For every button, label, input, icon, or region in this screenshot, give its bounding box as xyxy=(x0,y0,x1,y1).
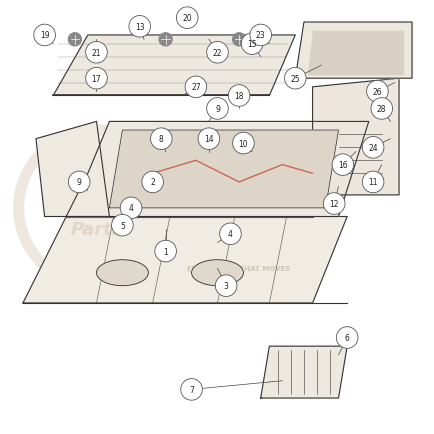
Circle shape xyxy=(141,172,163,193)
Text: 6: 6 xyxy=(344,333,349,342)
Circle shape xyxy=(112,215,133,237)
Text: 9: 9 xyxy=(76,178,82,187)
Text: 13: 13 xyxy=(135,23,144,32)
Circle shape xyxy=(232,133,253,155)
Text: 26: 26 xyxy=(372,88,381,96)
Circle shape xyxy=(206,43,228,64)
Text: 23: 23 xyxy=(255,31,265,40)
Circle shape xyxy=(215,275,237,297)
Circle shape xyxy=(362,137,383,159)
Text: 28: 28 xyxy=(376,105,385,114)
Text: 25: 25 xyxy=(290,75,299,83)
Text: 7: 7 xyxy=(189,385,194,394)
Text: 3: 3 xyxy=(223,282,228,290)
Text: 9: 9 xyxy=(214,105,220,114)
Polygon shape xyxy=(66,122,368,217)
Circle shape xyxy=(68,172,90,193)
Text: 8: 8 xyxy=(158,135,163,144)
Circle shape xyxy=(232,34,245,47)
Circle shape xyxy=(335,327,357,349)
Text: 18: 18 xyxy=(234,92,243,101)
Circle shape xyxy=(197,128,219,150)
Text: 12: 12 xyxy=(329,200,338,209)
Polygon shape xyxy=(260,346,346,398)
Circle shape xyxy=(85,68,107,90)
Circle shape xyxy=(366,81,387,103)
Ellipse shape xyxy=(191,260,243,286)
Text: 22: 22 xyxy=(212,49,222,58)
Circle shape xyxy=(250,25,271,47)
Circle shape xyxy=(128,16,150,38)
Text: Parts: Parts xyxy=(70,221,122,239)
Text: 4: 4 xyxy=(227,230,232,239)
Circle shape xyxy=(241,34,262,55)
Circle shape xyxy=(331,155,353,176)
Text: 2: 2 xyxy=(150,178,155,187)
Circle shape xyxy=(34,25,55,47)
Circle shape xyxy=(176,8,197,30)
Text: 1: 1 xyxy=(163,247,168,256)
Polygon shape xyxy=(308,32,402,75)
Text: EVERYTHING THAT MOVES: EVERYTHING THAT MOVES xyxy=(187,266,290,272)
Circle shape xyxy=(284,68,306,90)
Polygon shape xyxy=(312,79,398,195)
Text: 20: 20 xyxy=(182,14,192,23)
Circle shape xyxy=(155,241,176,262)
Text: 4: 4 xyxy=(128,204,133,213)
Circle shape xyxy=(85,43,107,64)
Text: 15: 15 xyxy=(247,40,256,49)
Circle shape xyxy=(322,193,344,215)
Text: 24: 24 xyxy=(368,144,377,152)
Circle shape xyxy=(206,99,228,120)
Circle shape xyxy=(181,379,202,400)
Circle shape xyxy=(219,224,241,245)
Circle shape xyxy=(362,172,383,193)
Polygon shape xyxy=(36,122,109,217)
Circle shape xyxy=(159,34,172,47)
Text: 10: 10 xyxy=(238,139,248,148)
Text: 27: 27 xyxy=(191,83,200,92)
Text: 21: 21 xyxy=(92,49,101,58)
Text: 11: 11 xyxy=(368,178,377,187)
Circle shape xyxy=(68,34,81,47)
Circle shape xyxy=(150,128,172,150)
Text: 19: 19 xyxy=(39,31,49,40)
Polygon shape xyxy=(295,23,411,79)
Text: 16: 16 xyxy=(337,161,347,170)
Circle shape xyxy=(120,197,141,219)
Ellipse shape xyxy=(96,260,148,286)
Text: 14: 14 xyxy=(204,135,213,144)
Polygon shape xyxy=(109,131,338,208)
Polygon shape xyxy=(23,217,346,303)
Text: 17: 17 xyxy=(92,75,101,83)
Polygon shape xyxy=(53,36,295,96)
Circle shape xyxy=(370,99,391,120)
Circle shape xyxy=(228,85,250,107)
Text: 5: 5 xyxy=(120,221,125,230)
Circle shape xyxy=(184,77,206,99)
Text: Find It: Find It xyxy=(69,192,124,207)
